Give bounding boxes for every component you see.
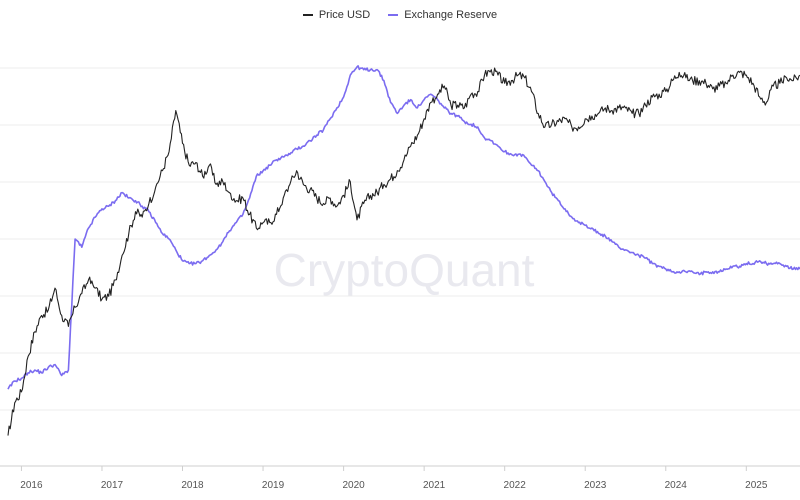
exchange-reserve-series-line	[7, 65, 800, 390]
grid-lines	[0, 67, 800, 467]
x-tick-label: 2017	[101, 480, 124, 491]
x-tick-label: 2023	[584, 480, 607, 491]
x-tick-label: 2016	[20, 480, 43, 491]
legend-label-exchange-reserve: Exchange Reserve	[404, 9, 498, 21]
legend-label-price: Price USD	[318, 9, 371, 21]
x-tick-label: 2025	[745, 480, 768, 491]
x-tick-label: 2018	[181, 480, 204, 491]
legend-swatch-exchange-reserve	[388, 14, 399, 16]
x-tick-label: 2022	[504, 480, 527, 491]
price-usd-series-line	[7, 67, 800, 436]
chart-legend: Price USD Exchange Reserve	[0, 9, 800, 21]
legend-item-exchange-reserve[interactable]: Exchange Reserve	[388, 9, 497, 21]
x-tick-label: 2021	[423, 480, 446, 491]
x-tick-label: 2020	[342, 480, 365, 491]
series-layer	[7, 65, 800, 436]
x-axis: 2016 2017 2018 2019 2020 2021 2022 2023 2024 2025	[20, 466, 768, 491]
x-tick-label: 2024	[665, 480, 688, 491]
x-tick-label: 2019	[262, 480, 285, 491]
legend-swatch-price	[302, 14, 313, 16]
legend-item-price[interactable]: Price USD	[302, 9, 371, 21]
watermark: CryptoQuant	[274, 244, 535, 296]
